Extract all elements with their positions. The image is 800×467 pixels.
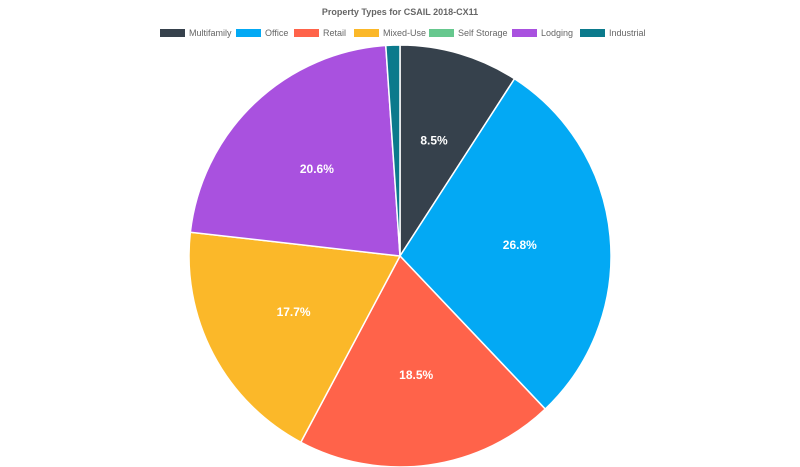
legend-label-multifamily: Multifamily [189, 28, 232, 38]
legend: Multifamily Office Retail Mixed-Use Self Sto… [160, 28, 646, 38]
slice-label-retail: 18.5% [399, 368, 433, 382]
legend-item-lodging[interactable]: Lodging [512, 28, 573, 38]
legend-swatch-industrial [580, 29, 605, 37]
legend-item-retail[interactable]: Retail [294, 28, 346, 38]
legend-swatch-self-storage [429, 29, 454, 37]
slice-label-multifamily: 8.5% [420, 134, 448, 148]
chart-title: Property Types for CSAIL 2018-CX11 [322, 7, 478, 17]
slice-label-lodging: 20.6% [300, 162, 334, 176]
legend-item-office[interactable]: Office [236, 28, 288, 38]
legend-item-multifamily[interactable]: Multifamily [160, 28, 232, 38]
legend-swatch-lodging [512, 29, 537, 37]
slice-labels: 8.5% 26.8% 18.5% 17.7% 20.6% [277, 134, 538, 383]
legend-label-industrial: Industrial [609, 28, 646, 38]
legend-label-self-storage: Self Storage [458, 28, 508, 38]
slice-label-office: 26.8% [503, 238, 537, 252]
legend-swatch-office [236, 29, 261, 37]
legend-swatch-retail [294, 29, 319, 37]
legend-label-mixed-use: Mixed-Use [383, 28, 426, 38]
pie-slice-industrial[interactable] [384, 44, 401, 257]
pie-slice-office[interactable] [399, 77, 612, 411]
legend-item-industrial[interactable]: Industrial [580, 28, 646, 38]
legend-label-retail: Retail [323, 28, 346, 38]
legend-item-self-storage[interactable]: Self Storage [429, 28, 508, 38]
pie-slice-multifamily[interactable] [399, 44, 516, 259]
legend-label-lodging: Lodging [541, 28, 573, 38]
slice-label-mixed-use: 17.7% [277, 305, 311, 319]
pie-slice-lodging[interactable] [189, 44, 401, 257]
legend-swatch-multifamily [160, 29, 185, 37]
pie-slices [188, 44, 612, 467]
pie-slice-mixed-use[interactable] [188, 231, 402, 444]
pie-slice-retail[interactable] [299, 254, 547, 467]
legend-label-office: Office [265, 28, 288, 38]
legend-swatch-mixed-use [354, 29, 379, 37]
legend-item-mixed-use[interactable]: Mixed-Use [354, 28, 426, 38]
